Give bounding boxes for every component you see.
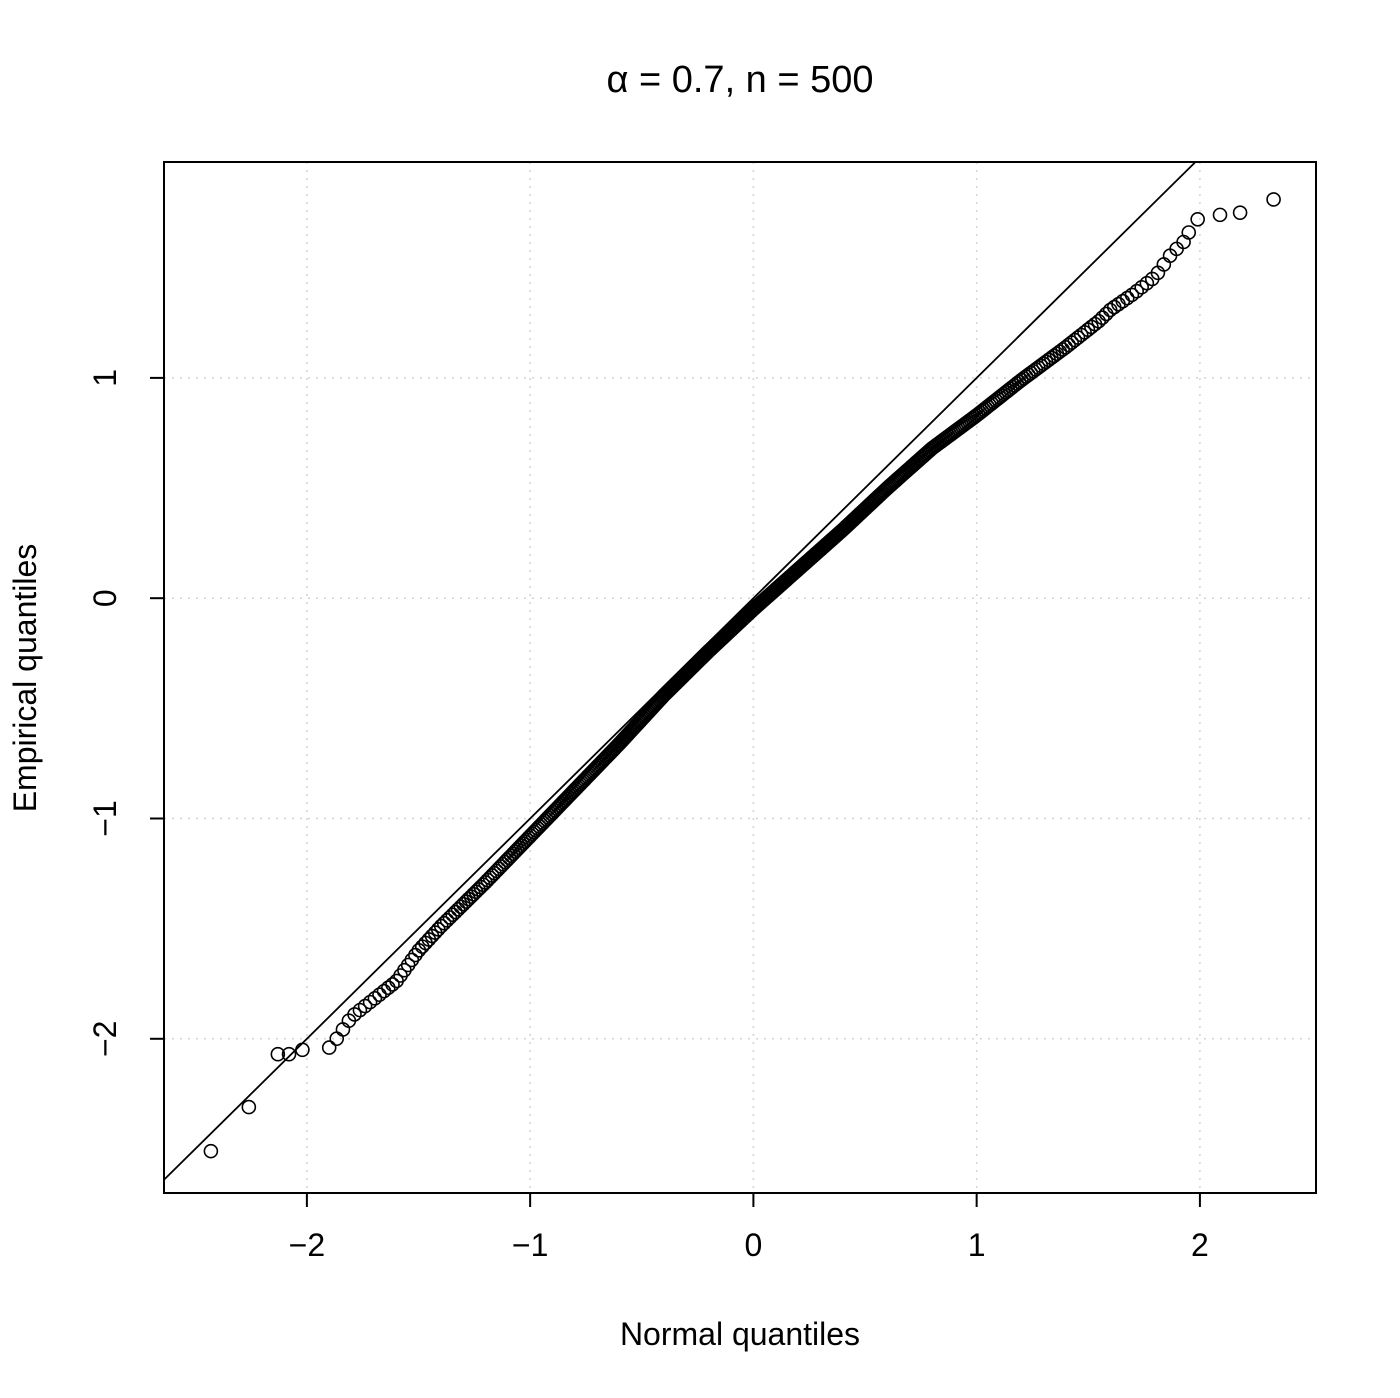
data-point xyxy=(1232,205,1248,220)
plot-frame xyxy=(163,161,1317,1194)
data-point xyxy=(241,1099,257,1115)
y-tick-label: −2 xyxy=(87,1021,123,1057)
x-tick-label: 1 xyxy=(968,1227,986,1263)
data-point xyxy=(362,994,378,1010)
data-point xyxy=(1018,369,1034,384)
data-point xyxy=(203,1143,219,1159)
data-point xyxy=(448,904,463,920)
data-point xyxy=(1212,207,1228,223)
x-tick-label: 2 xyxy=(1191,1227,1209,1263)
data-point xyxy=(1181,225,1197,240)
data-point xyxy=(295,1042,310,1058)
data-point xyxy=(381,980,396,996)
y-tick-label: 1 xyxy=(87,369,123,387)
data-point xyxy=(1023,365,1039,381)
data-point xyxy=(352,1002,368,1018)
data-point xyxy=(281,1046,297,1062)
data-point xyxy=(450,902,466,917)
y-tick-label: −1 xyxy=(87,800,123,836)
y-axis: −2 −1 0 1 xyxy=(87,369,164,1057)
data-point xyxy=(270,1046,286,1062)
x-axis: −2 −1 0 1 2 xyxy=(289,1193,1209,1263)
x-tick-label: −1 xyxy=(512,1227,548,1263)
x-tick-label: 0 xyxy=(744,1227,762,1263)
x-axis-label: Normal quantiles xyxy=(620,1316,860,1352)
data-point xyxy=(321,1040,337,1055)
data-point xyxy=(458,894,474,909)
y-tick-label: 0 xyxy=(87,589,123,607)
data-point xyxy=(442,910,458,925)
data-point xyxy=(367,991,383,1006)
data-point xyxy=(1266,192,1281,207)
data-point xyxy=(453,899,469,915)
data-point xyxy=(1190,211,1205,227)
data-point xyxy=(1129,283,1145,299)
data-point xyxy=(1091,313,1106,329)
data-point xyxy=(1021,367,1036,383)
chart-title: α = 0.7, n = 500 xyxy=(606,59,873,101)
data-point xyxy=(372,987,387,1002)
data-point xyxy=(461,891,476,907)
data-point xyxy=(1095,310,1110,326)
y-axis-label: Empirical quantiles xyxy=(7,544,43,813)
x-tick-label: −2 xyxy=(289,1227,325,1263)
grid xyxy=(164,162,1316,1193)
data-point xyxy=(456,896,471,912)
data-point xyxy=(445,907,460,923)
data-point xyxy=(1124,287,1140,303)
data-point xyxy=(1098,306,1114,322)
data-point xyxy=(385,977,400,992)
data-point xyxy=(1134,279,1149,295)
data-points xyxy=(203,192,1281,1159)
data-point xyxy=(376,983,392,999)
data-point xyxy=(357,998,373,1014)
data-point xyxy=(1119,290,1135,306)
